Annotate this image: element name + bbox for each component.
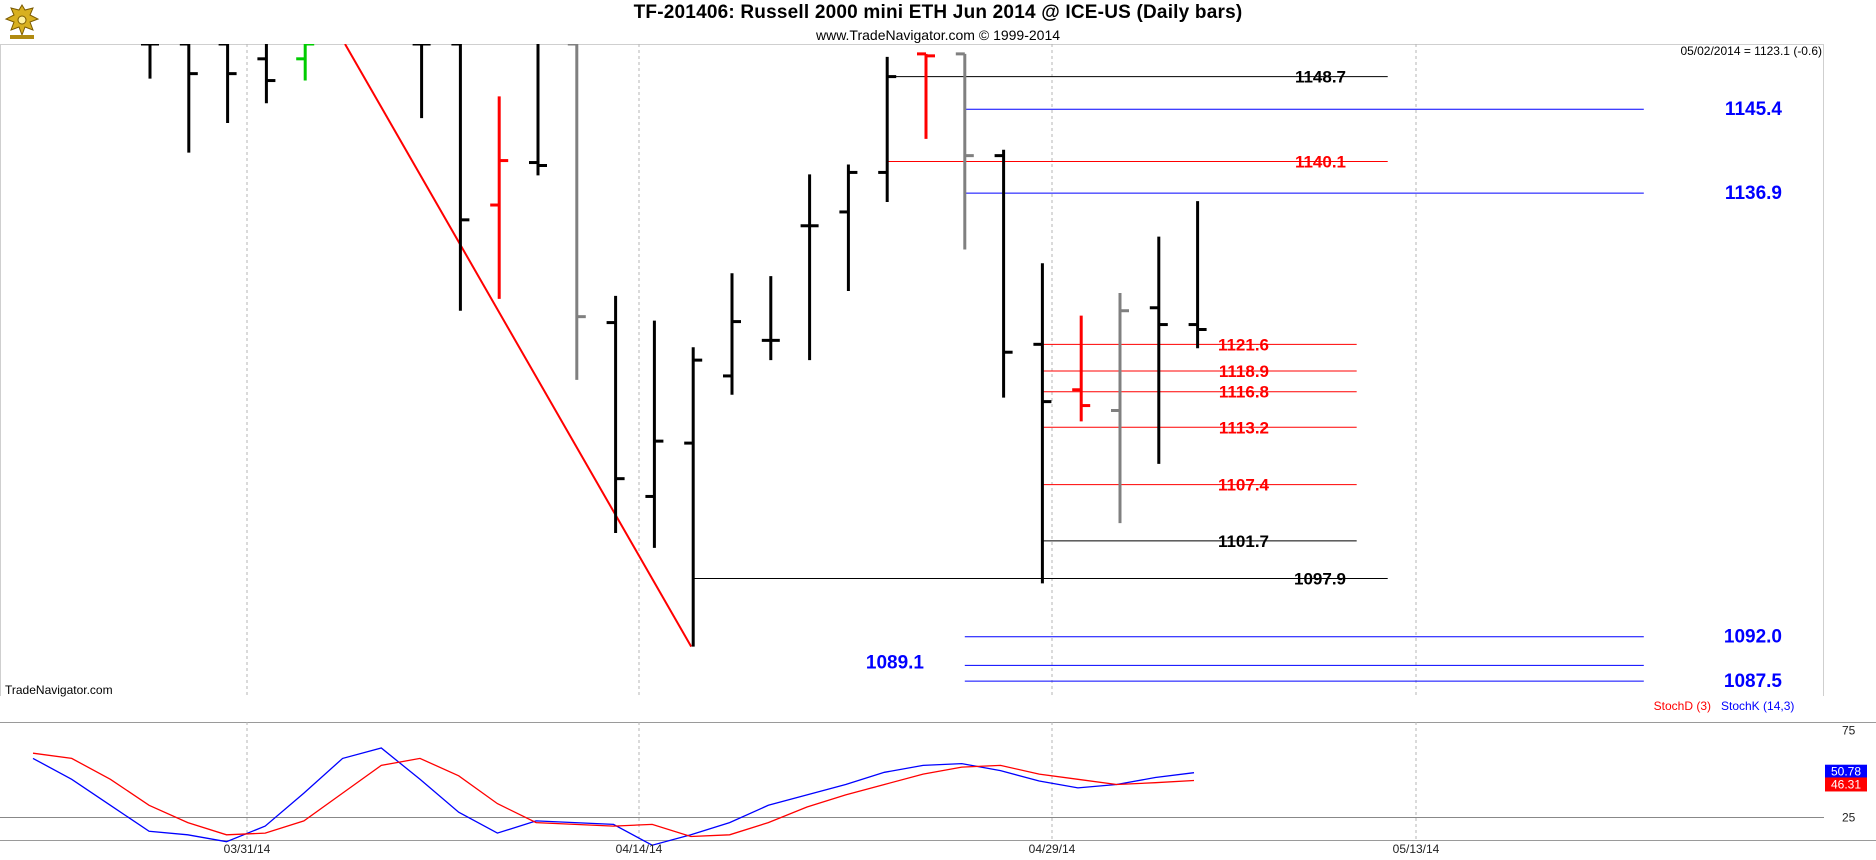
level-label: 1145.4 bbox=[1725, 99, 1782, 120]
x-tick-label: 04/14/14 bbox=[616, 842, 663, 856]
y-tick-label: 1130.0 bbox=[1832, 254, 1868, 268]
y-tick-label: 1135.0 bbox=[1832, 205, 1868, 219]
stoch-y-tick-label: 25 bbox=[1842, 810, 1856, 824]
stochd-value-text: 46.31 bbox=[1831, 777, 1861, 791]
last-quote-label: 05/02/2014 = 1123.1 (-0.6) bbox=[1680, 44, 1822, 58]
y-tick-label: 1100.0 bbox=[1832, 551, 1868, 565]
stochd-value-tag bbox=[1825, 777, 1867, 792]
level-label: 1097.9 bbox=[1294, 569, 1346, 588]
y-tick-label: 1145.0 bbox=[1832, 106, 1868, 120]
price-panel: 1090.0 1095.0 1100.0 1105.0 1110.0 1115.0 1120… bbox=[0, 44, 1869, 696]
stoch-series-line bbox=[32, 752, 1195, 838]
watermark-text: TradeNavigator.com bbox=[5, 683, 113, 697]
chart-title: TF-201406: Russell 2000 mini ETH Jun 201… bbox=[633, 2, 1243, 23]
stoch-series-line bbox=[32, 747, 1195, 846]
x-tick-label: 05/13/14 bbox=[1393, 842, 1440, 856]
level-label: 1116.8 bbox=[1219, 383, 1269, 402]
y-tick-label: 1110.0 bbox=[1832, 452, 1867, 466]
x-tick-label: 03/31/14 bbox=[224, 842, 271, 856]
level-label: 1121.6 bbox=[1218, 335, 1269, 354]
level-label: 1148.7 bbox=[1295, 68, 1346, 87]
y-tick-label: 1140.0 bbox=[1832, 156, 1868, 170]
tradenavigator-logo bbox=[2, 2, 42, 42]
stoch-y-tick-label: 75 bbox=[1842, 724, 1856, 738]
y-tick-label: 1120.0 bbox=[1832, 353, 1868, 367]
stochd-legend: StochD (3) bbox=[1654, 699, 1711, 713]
stochk-legend: StochK (14,3) bbox=[1721, 699, 1794, 713]
price-panel-frame bbox=[0, 44, 1824, 696]
level-label: 1136.9 bbox=[1725, 183, 1782, 204]
level-label: 1113.2 bbox=[1219, 418, 1269, 437]
y-tick-label: 1115.0 bbox=[1832, 403, 1867, 417]
level-label: 1092.0 bbox=[1724, 627, 1782, 648]
trendline bbox=[344, 44, 693, 648]
level-label: 1087.5 bbox=[1724, 671, 1783, 692]
chart-subtitle: www.TradeNavigator.com © 1999-2014 bbox=[815, 27, 1061, 43]
stochk-value-text: 50.78 bbox=[1831, 765, 1861, 779]
x-tick-label: 04/29/14 bbox=[1029, 842, 1076, 856]
y-tick-label: 1090.0 bbox=[1832, 649, 1869, 663]
level-label: 1089.1 bbox=[866, 652, 925, 673]
level-label: 1118.9 bbox=[1219, 362, 1269, 381]
stochk-value-tag bbox=[1825, 764, 1867, 779]
level-label: 1140.1 bbox=[1295, 153, 1346, 172]
y-tick-label: 1150.0 bbox=[1832, 57, 1868, 71]
y-tick-label: 1125.0 bbox=[1832, 304, 1868, 318]
y-tick-label: 1105.0 bbox=[1832, 501, 1868, 515]
level-label: 1101.7 bbox=[1218, 532, 1269, 551]
level-label: 1107.4 bbox=[1218, 476, 1270, 495]
y-tick-label: 1095.0 bbox=[1832, 600, 1869, 614]
